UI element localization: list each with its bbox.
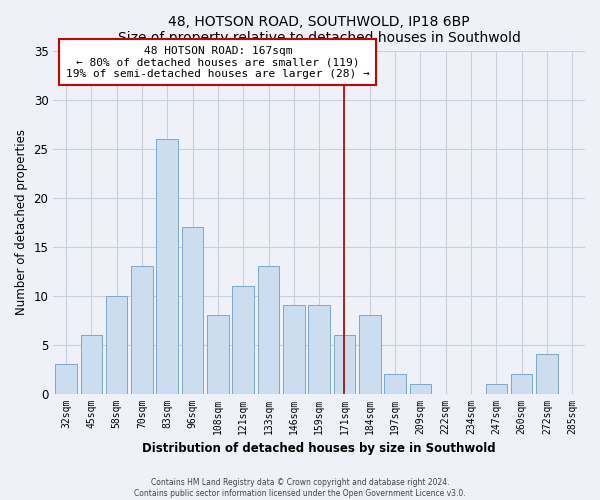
Title: 48, HOTSON ROAD, SOUTHWOLD, IP18 6BP
Size of property relative to detached house: 48, HOTSON ROAD, SOUTHWOLD, IP18 6BP Siz… (118, 15, 521, 45)
Bar (410, 384, 431, 394)
Bar (55, 364, 77, 394)
Bar (283, 306, 305, 394)
Bar (359, 315, 380, 394)
Bar (106, 296, 127, 394)
Bar (182, 227, 203, 394)
Bar (334, 335, 355, 394)
Text: Contains HM Land Registry data © Crown copyright and database right 2024.
Contai: Contains HM Land Registry data © Crown c… (134, 478, 466, 498)
Bar (485, 384, 507, 394)
X-axis label: Distribution of detached houses by size in Southwold: Distribution of detached houses by size … (142, 442, 496, 455)
Bar (232, 286, 254, 394)
Bar (258, 266, 279, 394)
Bar (536, 354, 558, 394)
Bar (157, 138, 178, 394)
Bar (80, 335, 102, 394)
Bar (131, 266, 152, 394)
Bar (207, 315, 229, 394)
Bar (385, 374, 406, 394)
Bar (511, 374, 532, 394)
Bar (308, 306, 330, 394)
Text: 48 HOTSON ROAD: 167sqm
← 80% of detached houses are smaller (119)
19% of semi-de: 48 HOTSON ROAD: 167sqm ← 80% of detached… (66, 46, 370, 79)
Y-axis label: Number of detached properties: Number of detached properties (15, 129, 28, 315)
